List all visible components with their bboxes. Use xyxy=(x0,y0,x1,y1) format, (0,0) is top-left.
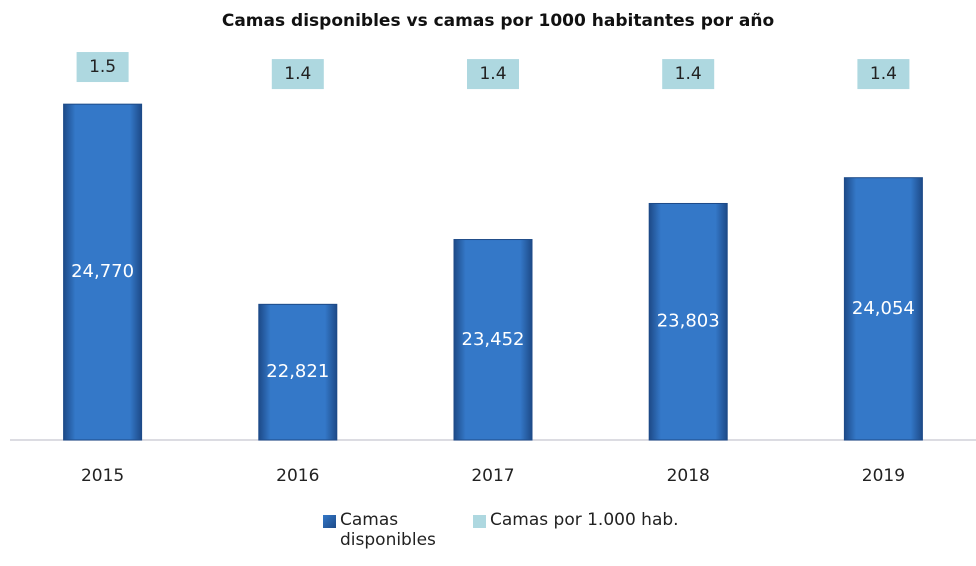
chart-title: Camas disponibles vs camas por 1000 habi… xyxy=(222,11,774,31)
x-tick-label: 2019 xyxy=(862,466,905,486)
legend-swatch xyxy=(323,515,336,528)
value-label: 24,054 xyxy=(852,298,915,319)
value-label: 23,452 xyxy=(462,329,525,350)
x-tick-label: 2016 xyxy=(276,466,319,486)
value-label: 1.4 xyxy=(284,64,311,84)
value-label: 1.4 xyxy=(479,64,506,84)
bar xyxy=(453,239,533,441)
value-label: 22,821 xyxy=(266,361,329,382)
bar xyxy=(63,103,143,441)
legend-swatch xyxy=(473,515,486,528)
value-label: 1.4 xyxy=(870,64,897,84)
bar xyxy=(648,202,728,441)
legend-item: Camas por 1.000 hab. xyxy=(473,510,679,550)
value-label: 24,770 xyxy=(71,261,134,282)
legend-label: Camas disponibles xyxy=(340,510,436,550)
legend-label: Camas por 1.000 hab. xyxy=(490,510,679,530)
bar xyxy=(258,303,338,441)
value-label-box xyxy=(857,59,910,90)
bar xyxy=(843,177,923,441)
value-label-box xyxy=(271,59,324,90)
value-label-box xyxy=(662,59,715,90)
value-label: 23,803 xyxy=(657,311,720,332)
value-label-box xyxy=(76,52,129,83)
value-label-box xyxy=(467,59,519,90)
value-label: 1.4 xyxy=(675,64,702,84)
x-tick-label: 2017 xyxy=(471,466,514,486)
value-label: 1.5 xyxy=(89,57,116,77)
legend-item: Camas disponibles xyxy=(323,510,473,550)
legend: Camas disponibles Camas por 1.000 hab. xyxy=(323,510,679,550)
x-tick-label: 2015 xyxy=(81,466,124,486)
x-tick-label: 2018 xyxy=(667,466,710,486)
